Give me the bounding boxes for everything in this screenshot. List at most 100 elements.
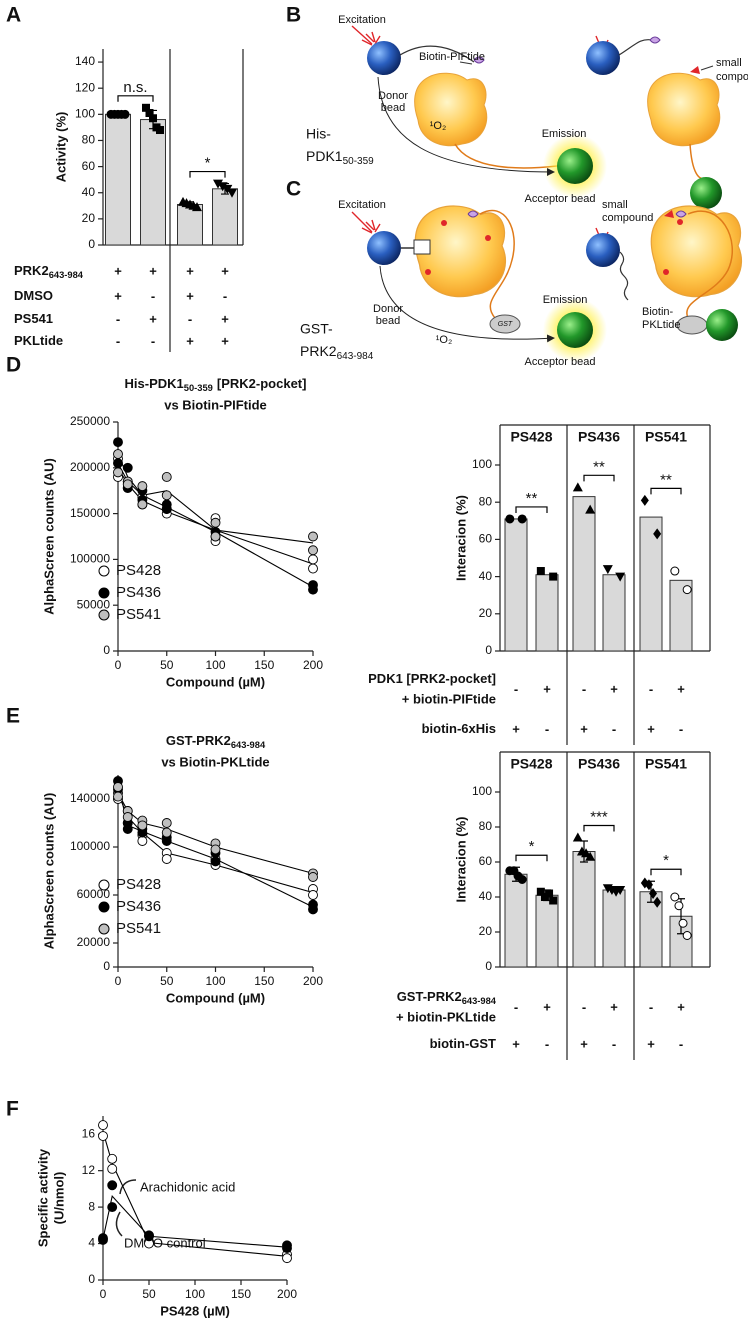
x-axis-label: Compound (µM) bbox=[166, 674, 265, 689]
data-point bbox=[161, 854, 172, 864]
label: Donor bbox=[378, 90, 408, 102]
data-point bbox=[213, 179, 223, 189]
label: Emission bbox=[542, 128, 587, 140]
y-tick-label: 100 bbox=[75, 107, 95, 121]
condition-sign: - bbox=[649, 681, 653, 696]
acceptor-bead bbox=[557, 148, 593, 184]
y-tick-label: 8 bbox=[88, 1199, 95, 1213]
condition-sign: - bbox=[151, 333, 155, 348]
protein bbox=[650, 205, 743, 298]
y-axis-label: Specific activity bbox=[35, 1148, 50, 1247]
y-tick-label: 40 bbox=[82, 185, 96, 199]
condition-sign: - bbox=[612, 721, 616, 736]
data-point bbox=[113, 467, 123, 478]
condition-sign: + bbox=[221, 263, 229, 278]
bar bbox=[572, 851, 596, 968]
label: Emission bbox=[543, 294, 588, 306]
x-tick-label: 100 bbox=[205, 658, 225, 672]
y-tick-label: 100 bbox=[472, 457, 492, 471]
data-point bbox=[517, 514, 527, 524]
legend-label: PS436 bbox=[116, 584, 161, 601]
panel-label: B bbox=[286, 4, 301, 27]
label: small bbox=[716, 57, 742, 69]
x-axis-label: Compound (µM) bbox=[166, 990, 265, 1005]
condition-sign: - bbox=[612, 1036, 616, 1051]
data-point bbox=[517, 875, 527, 884]
label: PRK2643-984 bbox=[14, 263, 84, 280]
y-tick-label: 80 bbox=[479, 494, 493, 508]
panel-label: C bbox=[286, 178, 301, 201]
data-point bbox=[585, 504, 596, 514]
significance-label: * bbox=[529, 838, 535, 855]
condition-sign: + bbox=[512, 1036, 520, 1051]
data-point bbox=[653, 896, 662, 908]
donor-bead bbox=[586, 41, 620, 75]
data-point bbox=[615, 572, 626, 582]
y-axis-label: AlphaScreen counts (AU) bbox=[41, 458, 56, 615]
pointer bbox=[119, 1179, 137, 1195]
data-point bbox=[145, 109, 154, 118]
x-tick-label: 50 bbox=[160, 974, 174, 988]
condition-sign: - bbox=[116, 311, 120, 326]
pointer bbox=[459, 61, 473, 65]
x-tick-label: 0 bbox=[115, 974, 122, 988]
y-tick-label: 20 bbox=[82, 211, 96, 225]
legend-marker bbox=[98, 923, 110, 935]
pointer bbox=[700, 65, 714, 71]
excitation-light bbox=[351, 211, 381, 234]
legend-label: PS541 bbox=[116, 920, 161, 937]
y-axis-label: Interacion (%) bbox=[453, 495, 468, 581]
label: PDK1 [PRK2-pocket] bbox=[368, 671, 496, 686]
linker bbox=[399, 45, 475, 63]
y-tick-label: 0 bbox=[103, 959, 110, 973]
label: Acceptor bead bbox=[525, 356, 596, 368]
donor-bead bbox=[586, 233, 620, 267]
label-part: DMSO bbox=[14, 288, 53, 303]
peptide bbox=[467, 210, 479, 218]
condition-sign: - bbox=[582, 681, 586, 696]
gst-tag bbox=[489, 314, 521, 334]
y-tick-label: 0 bbox=[103, 643, 110, 657]
significance-bracket bbox=[515, 506, 548, 513]
label: Donor bbox=[373, 303, 403, 315]
x-tick-label: 200 bbox=[277, 1287, 297, 1301]
label: DMSO bbox=[14, 288, 53, 303]
data-point bbox=[137, 836, 148, 846]
label: His- bbox=[306, 126, 331, 142]
subscript: 50-359 bbox=[343, 156, 375, 167]
data-point bbox=[107, 1202, 118, 1213]
label: PDK1 bbox=[306, 148, 343, 164]
label: PDK150-359 bbox=[306, 148, 374, 167]
label: PRK2643-984 bbox=[300, 343, 374, 362]
peptide bbox=[619, 251, 629, 301]
significance-label: * bbox=[663, 852, 669, 869]
significance-label: n.s. bbox=[123, 79, 147, 96]
y-tick-label: 0 bbox=[88, 1272, 95, 1286]
diagram-c: GST Excitation Donor bead ¹O₂ GST- PRK26… bbox=[300, 199, 743, 368]
condition-sign: + bbox=[610, 999, 618, 1014]
data-point bbox=[210, 844, 221, 855]
legend-label: PS436 bbox=[116, 898, 161, 915]
label: ¹O₂ bbox=[430, 120, 447, 132]
series-line bbox=[102, 1195, 288, 1248]
condition-sign: + bbox=[186, 333, 194, 348]
condition-sign: + bbox=[610, 681, 618, 696]
peptide bbox=[649, 36, 661, 44]
label-part: biotin-GST bbox=[430, 1036, 496, 1051]
small-compound bbox=[690, 66, 700, 74]
label: Acceptor bead bbox=[525, 193, 596, 205]
data-point bbox=[282, 1253, 292, 1264]
y-axis-label: (U/nmol) bbox=[51, 1172, 66, 1225]
group-label: PS541 bbox=[645, 429, 687, 445]
label: bead bbox=[376, 315, 400, 327]
condition-sign: - bbox=[514, 681, 518, 696]
bar bbox=[535, 574, 559, 652]
bar bbox=[212, 188, 238, 246]
bar bbox=[105, 113, 131, 246]
significance-label: *** bbox=[590, 808, 608, 825]
donor-bead bbox=[367, 41, 401, 75]
subscript: 643-984 bbox=[231, 740, 266, 750]
y-tick-label: 20 bbox=[479, 606, 493, 620]
group-label: PS436 bbox=[578, 756, 620, 772]
